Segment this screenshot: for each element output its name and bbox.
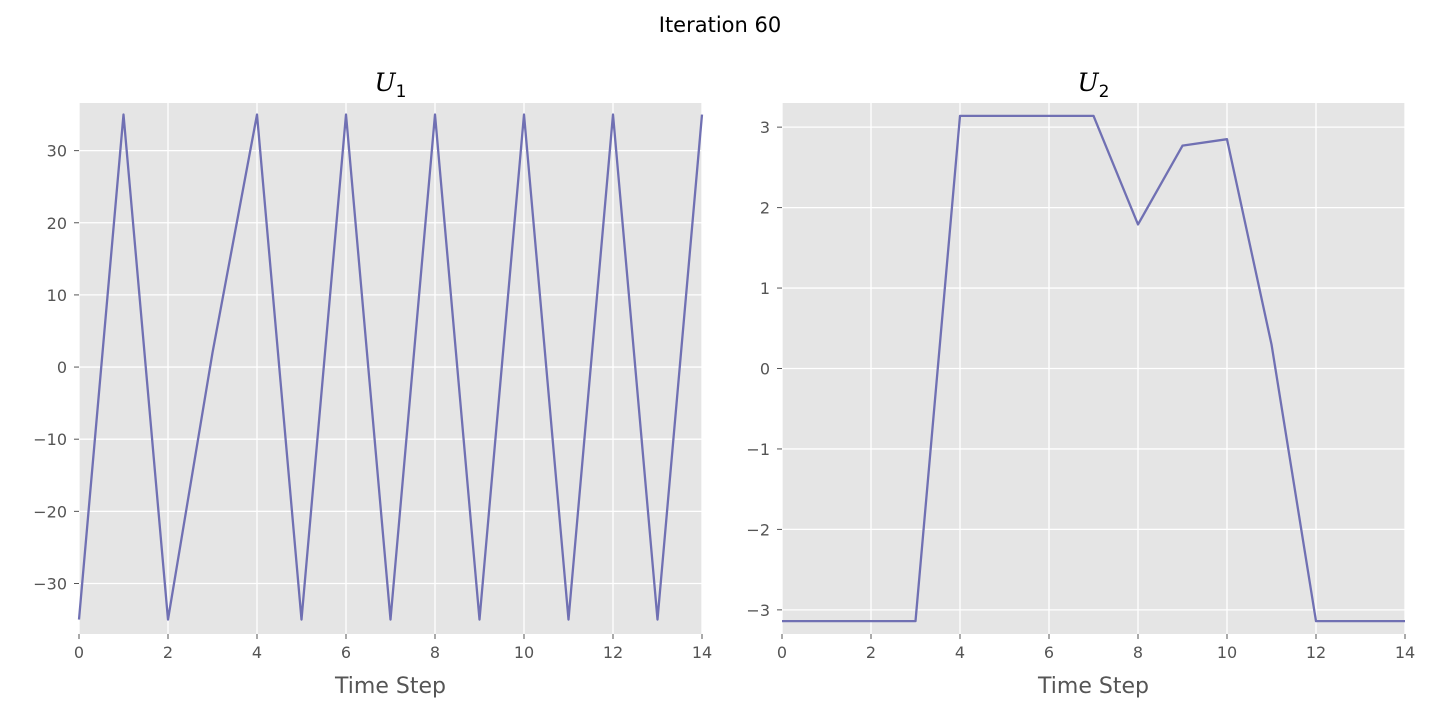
x-tick-label: 6 xyxy=(341,643,351,662)
y-tick-label: −2 xyxy=(746,520,770,539)
x-axis-label: Time Step xyxy=(1037,674,1149,699)
x-tick-label: 4 xyxy=(252,643,262,662)
x-tick-label: 12 xyxy=(1306,643,1326,662)
figure-suptitle: Iteration 60 xyxy=(659,13,781,37)
x-tick-label: 14 xyxy=(692,643,712,662)
y-tick-label: −30 xyxy=(33,574,67,593)
subplot-title: U2 xyxy=(1078,68,1110,102)
y-tick-label: 0 xyxy=(760,360,770,379)
x-tick-label: 8 xyxy=(430,643,440,662)
y-tick-label: 10 xyxy=(47,286,67,305)
x-tick-label: 10 xyxy=(514,643,534,662)
series-line-1 xyxy=(77,113,704,621)
x-tick-label: 2 xyxy=(866,643,876,662)
x-tick-label: 12 xyxy=(603,643,623,662)
y-tick-label: 0 xyxy=(57,358,67,377)
x-axis-label: Time Step xyxy=(334,674,446,699)
x-tick-label: 4 xyxy=(955,643,965,662)
series-line-1 xyxy=(782,114,1405,623)
x-tick-label: 0 xyxy=(777,643,787,662)
x-tick-label: 6 xyxy=(1044,643,1054,662)
y-tick-label: 3 xyxy=(760,118,770,137)
x-tick-label: 2 xyxy=(163,643,173,662)
y-tick-label: 1 xyxy=(760,279,770,298)
x-tick-label: 10 xyxy=(1217,643,1237,662)
y-tick-label: −10 xyxy=(33,430,67,449)
y-tick-label: −20 xyxy=(33,502,67,521)
y-tick-label: 30 xyxy=(47,142,67,161)
x-tick-label: 14 xyxy=(1395,643,1415,662)
subplot-1: 0 2 4 6 8 10 12 14 −30 −20 −10 0 10 20 30 U1 Time Step xyxy=(33,68,712,699)
x-tick-label: 0 xyxy=(74,643,84,662)
y-tick-label: −1 xyxy=(746,440,770,459)
y-tick-label: 20 xyxy=(47,214,67,233)
subplot-title: U1 xyxy=(375,68,407,102)
y-tick-label: 2 xyxy=(760,199,770,218)
plot-area xyxy=(79,103,702,634)
x-tick-label: 8 xyxy=(1133,643,1143,662)
y-tick-label: −3 xyxy=(746,601,770,620)
